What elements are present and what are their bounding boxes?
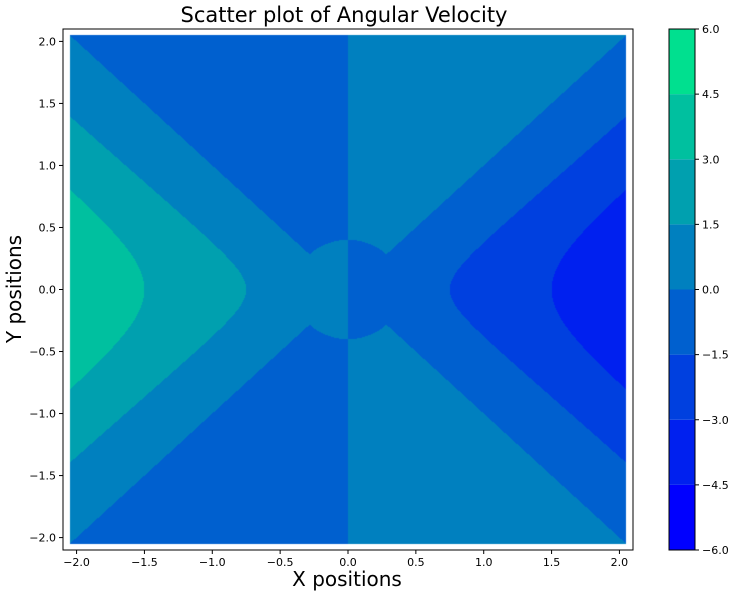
colorbar-band: [669, 224, 695, 290]
y-tick-label: −1.5: [29, 470, 56, 483]
colorbar-bands: [669, 29, 695, 550]
y-tick-label: 0.5: [39, 221, 57, 234]
x-tick-label: −2.0: [63, 556, 90, 569]
y-tick-label: 1.0: [39, 159, 57, 172]
colorbar-ticks: 6.0 4.5 3.0 1.5 0.0 −1.5 −3.0 −4.5 −6.0: [695, 23, 729, 557]
x-tick-label: 0.0: [339, 556, 357, 569]
colorbar-tick-label: −4.5: [702, 479, 729, 492]
x-tick-label: −1.0: [199, 556, 226, 569]
y-axis-ticks: 2.0 1.5 1.0 0.5 0.0 −0.5 −1.0 −1.5 −2.0: [29, 35, 63, 545]
colorbar-band: [669, 289, 695, 355]
y-axis-label: Y positions: [2, 235, 26, 344]
colorbar-tick-label: 4.5: [702, 88, 720, 101]
y-tick-label: −2.0: [29, 532, 56, 545]
colorbar-tick-label: 6.0: [702, 23, 720, 36]
colorbar-band: [669, 159, 695, 225]
x-tick-label: 1.0: [475, 556, 493, 569]
colorbar-tick-label: 3.0: [702, 153, 720, 166]
colorbar-band: [669, 29, 695, 95]
colorbar-tick-label: −6.0: [702, 544, 729, 557]
colorbar-tick-label: 0.0: [702, 284, 720, 297]
x-tick-label: 0.5: [407, 556, 425, 569]
colorbar-tick-label: 1.5: [702, 218, 720, 231]
y-tick-label: −0.5: [29, 346, 56, 359]
chart-title: Scatter plot of Angular Velocity: [181, 3, 508, 27]
colorbar-tick-label: −1.5: [702, 349, 729, 362]
y-tick-label: 1.5: [39, 97, 57, 110]
contour-fill: [63, 29, 633, 550]
x-tick-label: −1.5: [131, 556, 158, 569]
plot-area: −2.0 −1.5 −1.0 −0.5 0.0 0.5 1.0 1.5 2.0 2.0 1.5 1.…: [29, 28, 634, 569]
x-axis-ticks: −2.0 −1.5 −1.0 −0.5 0.0 0.5 1.0 1.5 2.0: [63, 550, 628, 569]
x-tick-label: 2.0: [611, 556, 629, 569]
y-tick-label: 2.0: [39, 35, 57, 48]
colorbar-band: [669, 94, 695, 160]
colorbar-band: [669, 484, 695, 550]
x-tick-label: −0.5: [267, 556, 294, 569]
colorbar-band: [669, 354, 695, 420]
colorbar: 6.0 4.5 3.0 1.5 0.0 −1.5 −3.0 −4.5 −6.0: [668, 23, 729, 557]
y-tick-label: 0.0: [39, 284, 57, 297]
y-tick-label: −1.0: [29, 408, 56, 421]
colorbar-band: [669, 419, 695, 485]
x-tick-label: 1.5: [543, 556, 561, 569]
colorbar-tick-label: −3.0: [702, 414, 729, 427]
x-axis-label: X positions: [292, 567, 402, 591]
